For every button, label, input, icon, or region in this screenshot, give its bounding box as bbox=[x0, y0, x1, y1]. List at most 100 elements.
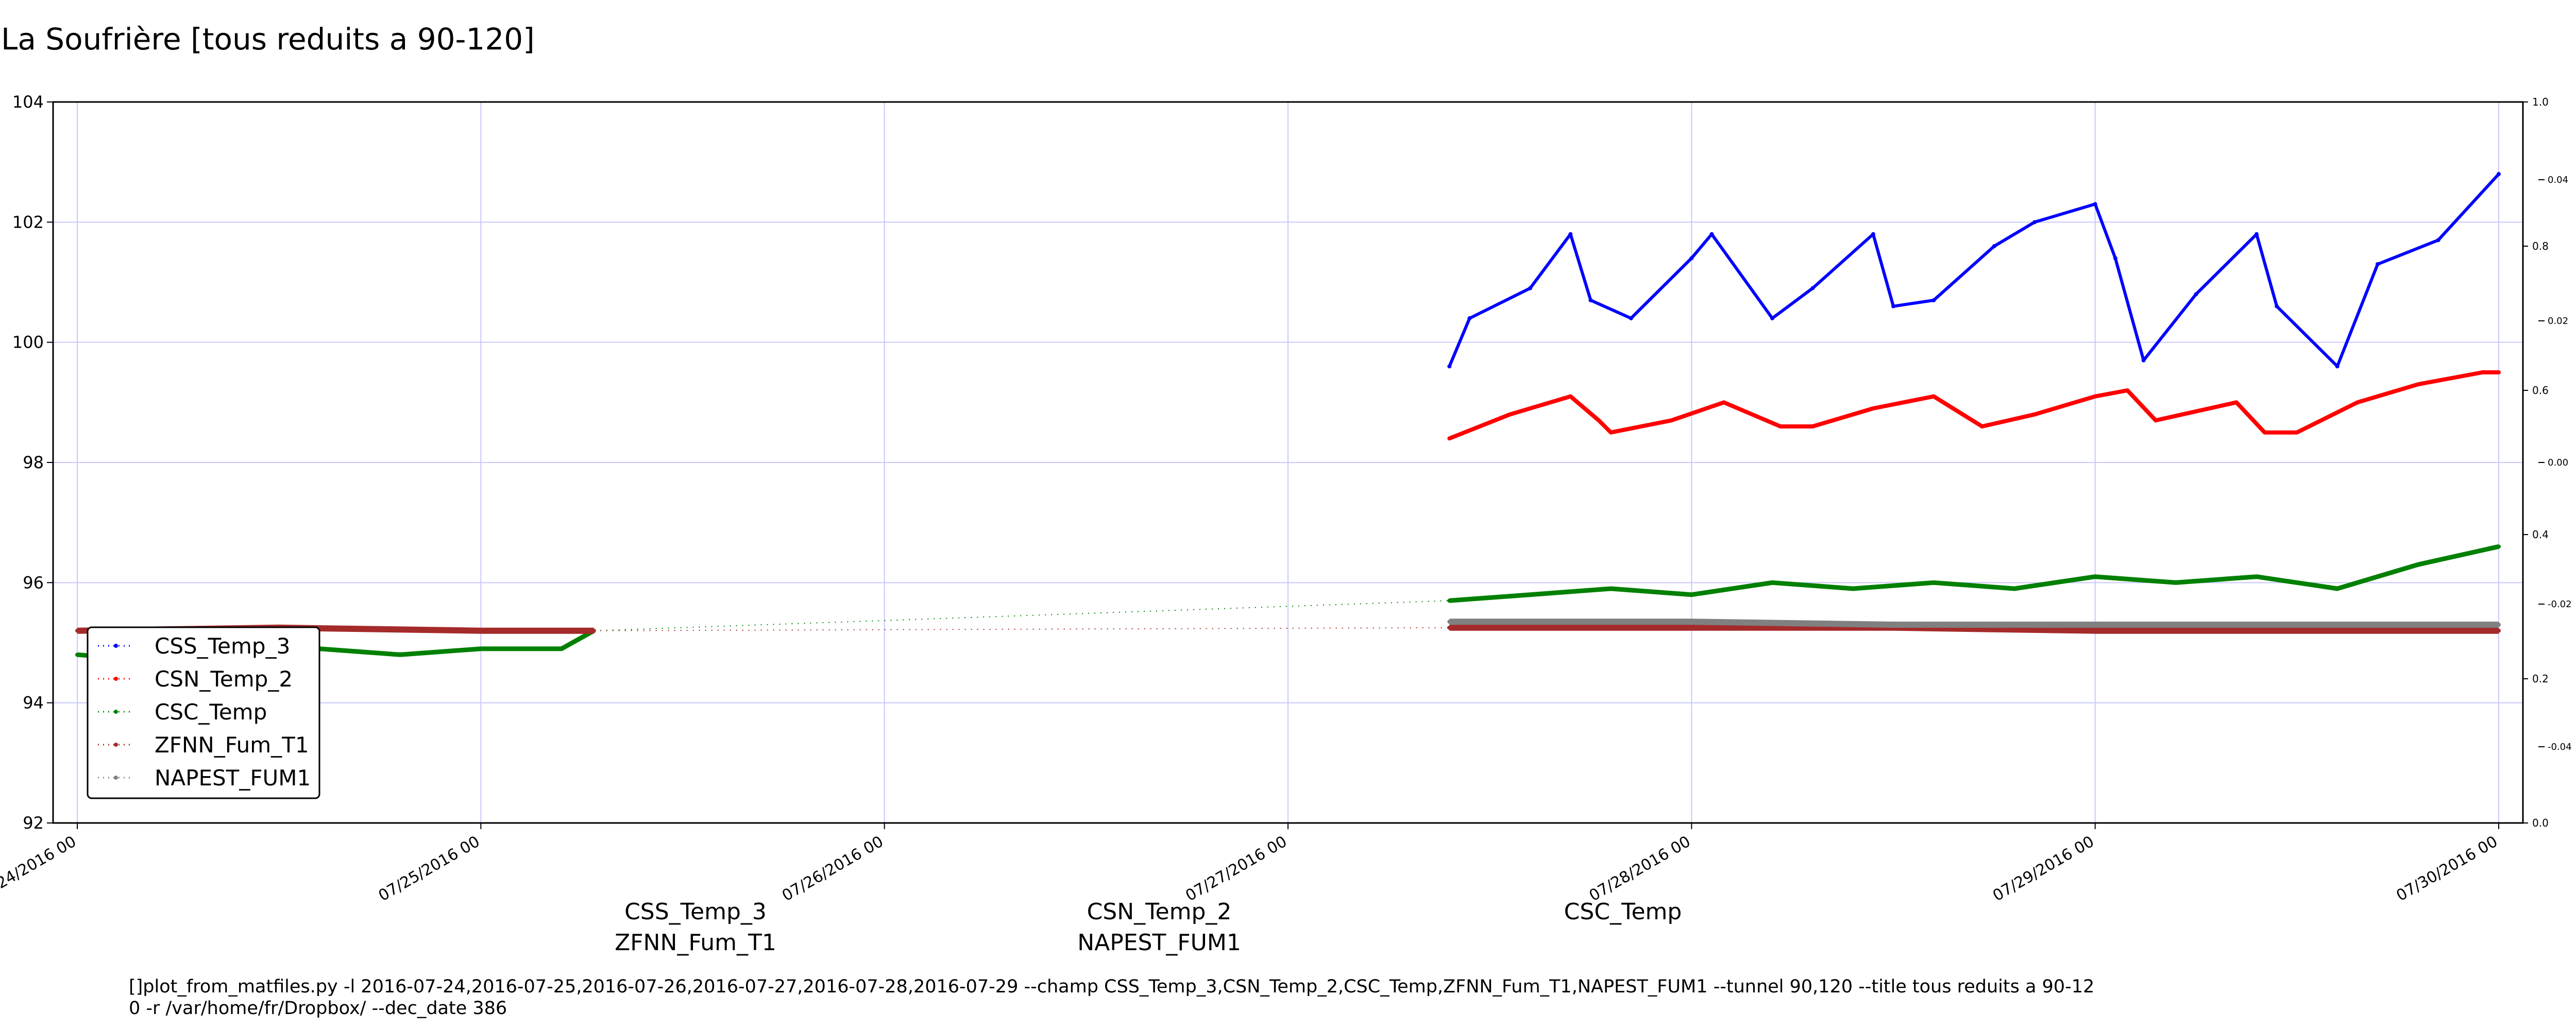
data-point bbox=[1447, 598, 1452, 603]
y-tick-label: 96 bbox=[23, 573, 44, 592]
data-point bbox=[1871, 232, 1875, 236]
label-napest-fum1: NAPEST_FUM1 bbox=[1077, 930, 1241, 956]
data-point bbox=[1931, 580, 1936, 585]
y-tick-label: 100 bbox=[12, 333, 44, 352]
data-point bbox=[1629, 316, 1633, 320]
data-point bbox=[1597, 418, 1601, 423]
data-point bbox=[2335, 587, 2340, 591]
series-line-zfnn-fum-t1 bbox=[1449, 624, 2499, 634]
legend-label: ZFNN_Fum_T1 bbox=[155, 732, 309, 758]
data-point bbox=[2497, 628, 2501, 633]
legend-marker bbox=[114, 644, 118, 648]
data-point bbox=[1467, 316, 1472, 320]
label-zfnn-fum-t1: ZFNN_Fum_T1 bbox=[615, 930, 776, 956]
data-point bbox=[2295, 623, 2299, 627]
label-csc-temp: CSC_Temp bbox=[1564, 899, 1682, 925]
x-tick-label: 07/26/2016 00 bbox=[779, 833, 887, 905]
data-point bbox=[1528, 592, 1532, 597]
x-tick-label: 07/24/2016 00 bbox=[0, 833, 79, 905]
data-point bbox=[1871, 406, 1875, 410]
legend-label: CSS_Temp_3 bbox=[155, 633, 290, 659]
data-point bbox=[479, 646, 483, 651]
data-point bbox=[1891, 623, 1895, 627]
data-point bbox=[2295, 628, 2299, 633]
data-point bbox=[1770, 316, 1774, 320]
data-point bbox=[2093, 623, 2097, 627]
legend-marker bbox=[114, 743, 118, 747]
data-point bbox=[2194, 292, 2198, 297]
data-point bbox=[2497, 370, 2501, 374]
legend-label: CSC_Temp bbox=[155, 699, 267, 725]
right2-tick-label: 0.00 bbox=[2548, 457, 2568, 468]
data-point bbox=[1770, 580, 1774, 585]
data-point bbox=[2335, 364, 2340, 369]
data-point bbox=[1447, 364, 1452, 369]
series-gap-connector bbox=[594, 627, 1450, 631]
data-point bbox=[1689, 256, 1694, 261]
data-point bbox=[2416, 562, 2420, 567]
series-line-napest-fum1 bbox=[1449, 619, 2499, 628]
data-point bbox=[1810, 286, 1815, 290]
data-point bbox=[1931, 394, 1936, 399]
data-point bbox=[1588, 298, 1593, 302]
y-tick-label: 94 bbox=[23, 693, 44, 713]
data-point bbox=[1709, 232, 1714, 236]
data-point bbox=[1778, 424, 1783, 428]
data-point bbox=[2497, 172, 2501, 176]
legend-box bbox=[87, 626, 320, 799]
data-point bbox=[2032, 220, 2037, 225]
data-point bbox=[2480, 370, 2485, 374]
data-point bbox=[2355, 400, 2360, 405]
legend: CSS_Temp_3 CSN_Temp_2 CSC_Temp ZFNN_Fum_T1 N… bbox=[87, 626, 320, 799]
x-tick-label: 07/28/2016 00 bbox=[1586, 833, 1694, 905]
y-tick-label: 102 bbox=[12, 212, 44, 232]
data-point bbox=[1689, 620, 1694, 624]
legend-label: CSN_Temp_2 bbox=[155, 666, 293, 692]
y-tick-label: 98 bbox=[23, 453, 44, 472]
right-tick-label: 0.0 bbox=[2532, 817, 2549, 829]
data-point bbox=[2255, 574, 2259, 579]
x-tick-label: 07/27/2016 00 bbox=[1182, 833, 1290, 905]
data-point bbox=[479, 628, 483, 633]
series-line-csn-temp-2 bbox=[1448, 370, 2499, 441]
data-point bbox=[2012, 587, 2016, 591]
data-point bbox=[2125, 388, 2130, 392]
data-point bbox=[2093, 574, 2097, 579]
legend-marker bbox=[114, 677, 118, 681]
data-point bbox=[1528, 286, 1532, 290]
data-point bbox=[2436, 238, 2441, 243]
data-point bbox=[1992, 244, 1996, 248]
right2-tick-label: -0.02 bbox=[2548, 599, 2572, 610]
data-point bbox=[2497, 623, 2501, 627]
y-tick-label: 92 bbox=[23, 813, 44, 833]
data-point bbox=[2032, 412, 2037, 417]
data-point bbox=[75, 653, 79, 657]
x-tick-label: 07/25/2016 00 bbox=[376, 833, 483, 905]
data-point bbox=[1851, 587, 1855, 591]
data-point bbox=[1689, 625, 1694, 630]
right2-tick-label: -0.04 bbox=[2548, 742, 2572, 752]
axis-layer: 07/24/2016 00 07/25/2016 00 07/26/2016 00 0… bbox=[0, 92, 2572, 905]
command-line: []plot_from_matfiles.py -l 2016-07-24,20… bbox=[129, 976, 2095, 1019]
data-point bbox=[398, 653, 402, 657]
y-tick-label: 104 bbox=[12, 92, 44, 112]
data-point bbox=[2376, 262, 2380, 266]
data-point bbox=[75, 628, 79, 633]
data-point bbox=[2174, 580, 2178, 585]
right-tick-label: 0.8 bbox=[2532, 240, 2549, 252]
right-tick-label: 1.0 bbox=[2532, 96, 2549, 108]
data-point bbox=[1931, 298, 1936, 302]
data-point bbox=[1568, 394, 1573, 399]
data-point bbox=[1608, 430, 1613, 435]
data-point bbox=[2275, 304, 2279, 308]
data-point bbox=[2154, 418, 2158, 423]
x-tick-label: 07/30/2016 00 bbox=[2393, 833, 2501, 905]
legend-marker bbox=[114, 710, 118, 714]
grid-layer bbox=[53, 102, 2523, 823]
data-point bbox=[2093, 394, 2097, 399]
data-point bbox=[2141, 358, 2146, 363]
data-point bbox=[560, 646, 564, 651]
series-gap-connector bbox=[594, 600, 1450, 631]
data-point bbox=[2416, 382, 2420, 387]
